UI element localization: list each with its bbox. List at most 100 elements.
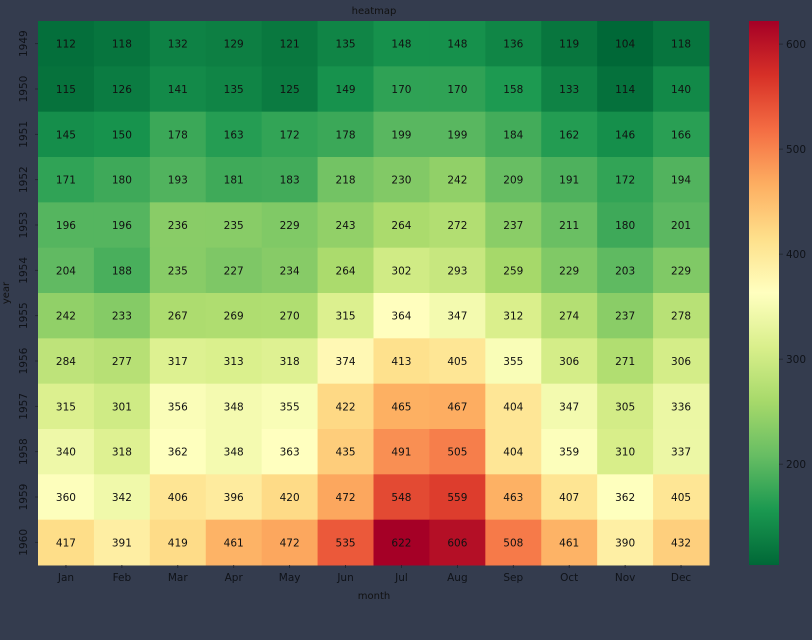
y-tick-label: 1950: [18, 76, 30, 103]
cell-value-label: 180: [615, 220, 635, 232]
cell-value-label: 162: [559, 129, 579, 141]
heatmap-cell: [261, 474, 319, 521]
cell-value-label: 404: [503, 401, 523, 413]
cell-value-label: 364: [391, 311, 411, 323]
heatmap-cell: [317, 519, 374, 566]
heatmap-cell: [38, 202, 95, 249]
heatmap-cell: [597, 111, 654, 158]
heatmap-cell: [373, 519, 430, 566]
cell-value-label: 171: [56, 175, 76, 187]
cell-value-label: 235: [224, 220, 244, 232]
cell-value-label: 209: [503, 175, 523, 187]
cell-value-label: 374: [336, 356, 356, 368]
cell-value-label: 145: [56, 129, 76, 141]
cell-value-label: 405: [671, 492, 691, 504]
heatmap-cell: [653, 247, 710, 294]
heatmap-cell: [149, 293, 207, 339]
cell-value-label: 270: [280, 311, 300, 323]
cell-value-label: 348: [224, 401, 244, 413]
heatmap-cell: [429, 21, 486, 67]
heatmap-cell: [317, 111, 374, 158]
heatmap-cell: [653, 21, 710, 67]
y-tick-label: 1959: [18, 484, 30, 511]
heatmap-cell: [317, 338, 374, 385]
cell-value-label: 170: [447, 84, 467, 96]
cell-value-label: 193: [168, 175, 188, 187]
heatmap-cell: [541, 383, 598, 430]
heatmap-cell: [653, 429, 710, 475]
heatmap-cell: [541, 66, 598, 113]
heatmap-cell: [261, 21, 319, 67]
heatmap-cell: [149, 21, 207, 67]
x-tick-label: Jul: [394, 572, 408, 584]
cell-value-label: 347: [447, 311, 467, 323]
heatmap-cell: [429, 474, 486, 521]
heatmap-cell: [541, 247, 598, 294]
heatmap-cell: [38, 157, 95, 203]
cell-value-label: 363: [280, 447, 300, 459]
cell-value-label: 362: [168, 447, 188, 459]
cell-value-label: 606: [447, 537, 467, 549]
x-tick-label: Feb: [113, 572, 132, 584]
heatmap-cell: [93, 519, 151, 566]
cell-value-label: 172: [615, 175, 635, 187]
cell-value-label: 391: [112, 537, 132, 549]
heatmap-cell: [485, 21, 542, 67]
cell-value-label: 472: [336, 492, 356, 504]
cell-value-label: 264: [391, 220, 411, 232]
heatmap-cell: [205, 519, 263, 566]
heatmap-cell: [373, 202, 430, 249]
cell-value-label: 435: [336, 447, 356, 459]
heatmap-cell: [653, 338, 710, 385]
heatmap-cell: [429, 519, 486, 566]
cell-value-label: 163: [224, 129, 244, 141]
cell-value-label: 166: [671, 129, 691, 141]
cell-value-label: 472: [280, 537, 300, 549]
cell-value-label: 229: [559, 265, 579, 277]
cell-value-label: 204: [56, 265, 76, 277]
cell-value-label: 146: [615, 129, 635, 141]
cell-value-label: 158: [503, 84, 523, 96]
cell-value-label: 259: [503, 265, 523, 277]
heatmap-cell: [485, 429, 542, 475]
y-tick-label: 1952: [18, 166, 30, 193]
heatmap-cell: [541, 338, 598, 385]
heatmap-cell: [317, 202, 374, 249]
cell-value-label: 229: [280, 220, 300, 232]
heatmap-cell: [38, 21, 95, 67]
cell-value-label: 188: [112, 265, 132, 277]
heatmap-cell: [597, 21, 654, 67]
cell-value-label: 301: [112, 401, 132, 413]
heatmap-cell: [429, 202, 486, 249]
cell-value-label: 312: [503, 311, 523, 323]
cell-value-label: 178: [168, 129, 188, 141]
cell-value-label: 132: [168, 39, 188, 51]
cell-value-label: 149: [336, 84, 356, 96]
heatmap-cell: [93, 21, 151, 67]
cell-value-label: 342: [112, 492, 132, 504]
cell-value-label: 535: [336, 537, 356, 549]
colorbar-tick-label: 200: [786, 459, 806, 471]
heatmap-cell: [653, 519, 710, 566]
heatmap-cell: [205, 157, 263, 203]
heatmap-cell: [485, 383, 542, 430]
cell-value-label: 218: [336, 175, 356, 187]
heatmap-cell: [597, 247, 654, 294]
heatmap-cell: [317, 21, 374, 67]
heatmap-cell: [93, 66, 151, 113]
cell-value-label: 141: [168, 84, 188, 96]
cell-value-label: 465: [391, 401, 411, 413]
heatmap-cell: [485, 157, 542, 203]
heatmap-cell: [429, 247, 486, 294]
heatmap-cell: [541, 429, 598, 475]
x-tick-label: Jan: [57, 572, 74, 584]
heatmap-cell: [317, 293, 374, 339]
x-tick-label: Dec: [671, 572, 692, 584]
cell-value-label: 211: [559, 220, 579, 232]
heatmap-cell: [261, 111, 319, 158]
colorbar-tick-label: 300: [786, 354, 806, 366]
cell-value-label: 135: [336, 39, 356, 51]
heatmap-cell: [653, 202, 710, 249]
cell-value-label: 269: [224, 311, 244, 323]
heatmap-cell: [429, 383, 486, 430]
